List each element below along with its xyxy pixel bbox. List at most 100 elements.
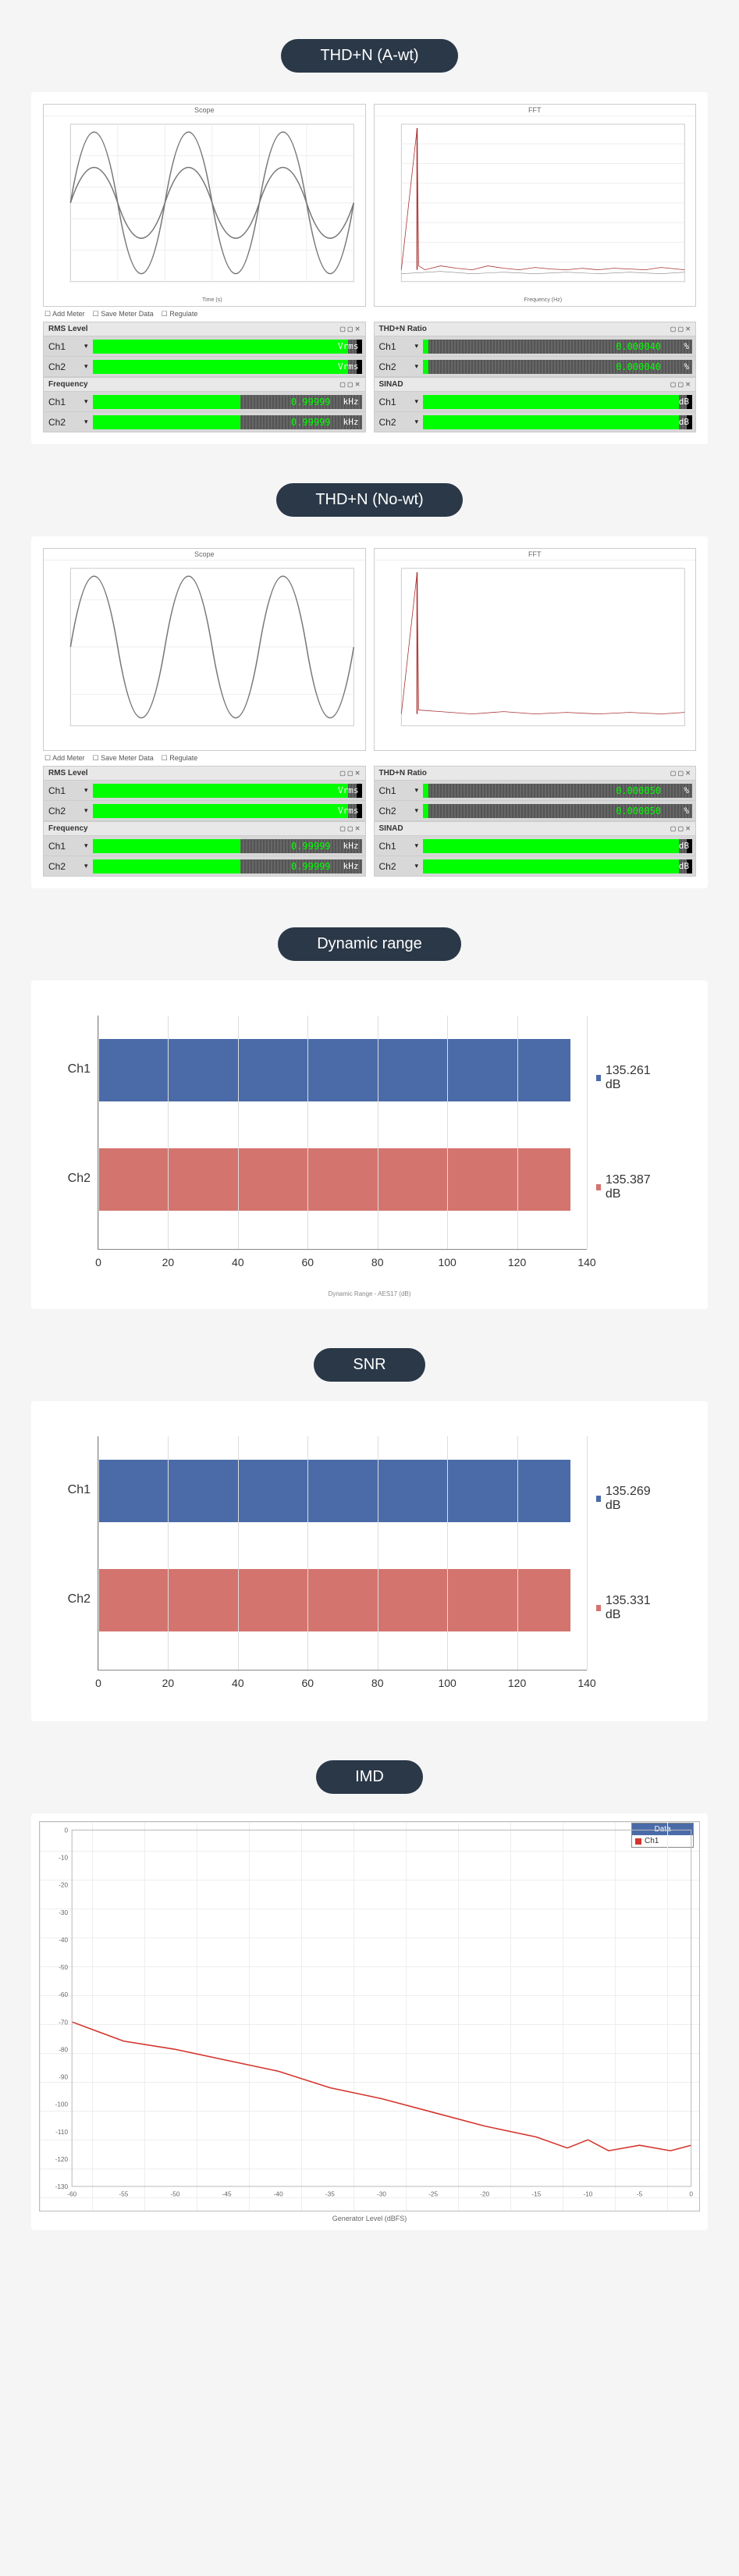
meter-header-icons[interactable]: ▢ ▢ ✕ [670,381,691,388]
scope-chart-2: Scope [43,548,366,751]
meter-value: 5.207 [302,806,330,817]
meter-value: 5.207 [302,361,330,372]
sinad-meter: SINAD▢ ▢ ✕ Ch1 ▾ 127.881 dB Ch2 ▾ 127.92… [374,377,697,432]
svg-text:-110: -110 [55,2129,68,2136]
fft-title: FFT [375,105,696,116]
toolbar-add-meter[interactable]: ☐ Add Meter [44,310,85,318]
meter-bar: 0.000040 % [423,360,692,374]
dropdown-icon[interactable]: ▾ [83,862,90,870]
freq-ch1: Ch1 ▾ 0.99999 kHz [43,392,366,412]
dropdown-icon[interactable]: ▾ [83,397,90,406]
meter-header-icons[interactable]: ▢ ▢ ✕ [670,326,691,333]
section-title-imd: IMD [316,1760,423,1794]
meter-unit: dB [679,861,689,871]
freq-meter: Frequency▢ ▢ ✕ Ch1 ▾ 0.99999 kHz Ch2 ▾ 0… [43,377,366,432]
bar-value: 135.261 dB [606,1064,652,1092]
meter-unit: kHz [343,861,359,871]
dropdown-icon[interactable]: ▾ [414,862,421,870]
dropdown-icon[interactable]: ▾ [83,786,90,795]
meter-channel-label: Ch1 [375,841,414,852]
bar-ch1 [98,1460,570,1522]
meter-channel-label: Ch2 [44,417,83,428]
svg-text:-40: -40 [59,1937,68,1944]
xtick: 20 [162,1256,175,1268]
bar-value-label-ch2: 135.387 dB [596,1173,652,1201]
xtick: 60 [301,1256,314,1268]
xtick: 80 [371,1256,384,1268]
svg-text:-30: -30 [377,2190,386,2197]
meter-toolbar: ☐ Add Meter ☐ Save Meter Data ☐ Regulate [43,307,696,322]
meter-unit: Vrms [338,341,359,351]
thdn-meter: THD+N Ratio▢ ▢ ✕ Ch1 ▾ 0.000040 % Ch2 ▾ … [374,322,697,377]
meter-title: SINAD [379,824,403,833]
rms-ch2: Ch2 ▾ 5.207 Vrms [43,357,366,377]
fft-xlabel: Frequency (Hz) [524,297,562,303]
meter-channel-label: Ch2 [44,861,83,872]
dropdown-icon[interactable]: ▾ [83,418,90,426]
meter-value: 0.99999 [291,841,331,852]
meter-unit: kHz [343,841,359,851]
xtick: 140 [577,1256,595,1268]
imd-chart: -130-120-110-100-90-80-70-60-50-40-30-20… [39,1821,700,2211]
meter-bar: 127.881 dB [423,395,692,409]
meter-header-icons[interactable]: ▢ ▢ ✕ [339,381,360,388]
dropdown-icon[interactable]: ▾ [414,841,421,850]
svg-text:-45: -45 [222,2190,232,2197]
bar-ch2 [98,1569,570,1631]
rms-meter: RMS Level▢ ▢ ✕ Ch1 ▾ 5.211 Vrms Ch2 ▾ 5.… [43,766,366,821]
bar-value-label-ch2: 135.331 dB [596,1594,652,1622]
meter-header-icons[interactable]: ▢ ▢ ✕ [339,825,360,832]
meter-unit: % [684,806,689,816]
svg-text:-60: -60 [67,2190,76,2197]
sinad-ch1: Ch1 ▾ 126.030 dB [374,836,697,856]
rms-ch1: Ch1 ▾ 5.211 Vrms [43,336,366,357]
scope-title: Scope [44,105,365,116]
freq-ch1: Ch1 ▾ 0.99999 kHz [43,836,366,856]
dropdown-icon[interactable]: ▾ [83,841,90,850]
dropdown-icon[interactable]: ▾ [414,362,421,371]
dropdown-icon[interactable]: ▾ [414,342,421,350]
meter-bar: 5.207 Vrms [93,360,362,374]
sinad-ch2: Ch2 ▾ 126.037 dB [374,856,697,877]
thdn-nowt-panel: Scope FFT ☐ Add Meter ☐ Save Meter Data … [31,536,708,888]
bar-value: 135.269 dB [606,1485,652,1513]
imd-line [72,2022,691,2151]
meter-bar: 126.030 dB [423,839,692,853]
dropdown-icon[interactable]: ▾ [414,786,421,795]
meter-channel-label: Ch2 [375,806,414,817]
dropdown-icon[interactable]: ▾ [83,806,90,815]
freq-ch2: Ch2 ▾ 0.99999 kHz [43,856,366,877]
meter-bar: 0.000040 % [423,340,692,354]
meter-bar: 127.925 dB [423,415,692,429]
meter-channel-label: Ch1 [375,341,414,352]
dropdown-icon[interactable]: ▾ [414,397,421,406]
dropdown-icon[interactable]: ▾ [414,418,421,426]
meter-header-icons[interactable]: ▢ ▢ ✕ [339,326,360,333]
meter-title: SINAD [379,380,403,389]
toolbar-save-meter[interactable]: ☐ Save Meter Data [93,310,154,318]
meter-value: 0.99999 [291,417,331,428]
meter-header-icons[interactable]: ▢ ▢ ✕ [339,770,360,777]
meter-header-icons[interactable]: ▢ ▢ ✕ [670,825,691,832]
meter-unit: dB [679,397,689,407]
xtick: 40 [232,1256,244,1268]
section-title-dr: Dynamic range [278,927,461,961]
bar-label-ch1: Ch1 [59,1062,91,1076]
xtick: 100 [438,1677,456,1689]
meter-bar: 5.211 Vrms [93,784,362,798]
meter-header-icons[interactable]: ▢ ▢ ✕ [670,770,691,777]
meter-bar: 0.99999 kHz [93,859,362,873]
freq-meter: Frequency▢ ▢ ✕ Ch1 ▾ 0.99999 kHz Ch2 ▾ 0… [43,821,366,877]
meter-channel-label: Ch2 [375,361,414,372]
bar-label-ch2: Ch2 [59,1592,91,1606]
dropdown-icon[interactable]: ▾ [83,362,90,371]
dropdown-icon[interactable]: ▾ [83,342,90,350]
xtick: 60 [301,1677,314,1689]
meter-bar: 0.99999 kHz [93,415,362,429]
svg-text:-5: -5 [637,2190,643,2197]
meter-channel-label: Ch1 [44,341,83,352]
dropdown-icon[interactable]: ▾ [414,806,421,815]
svg-text:-10: -10 [59,1855,68,1862]
meter-channel-label: Ch1 [375,397,414,407]
toolbar-regulate[interactable]: ☐ Regulate [162,310,198,318]
